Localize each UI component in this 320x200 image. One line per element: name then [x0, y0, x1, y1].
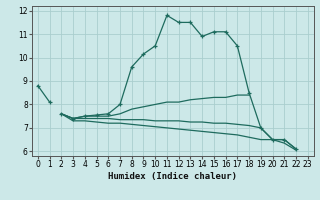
X-axis label: Humidex (Indice chaleur): Humidex (Indice chaleur): [108, 172, 237, 181]
